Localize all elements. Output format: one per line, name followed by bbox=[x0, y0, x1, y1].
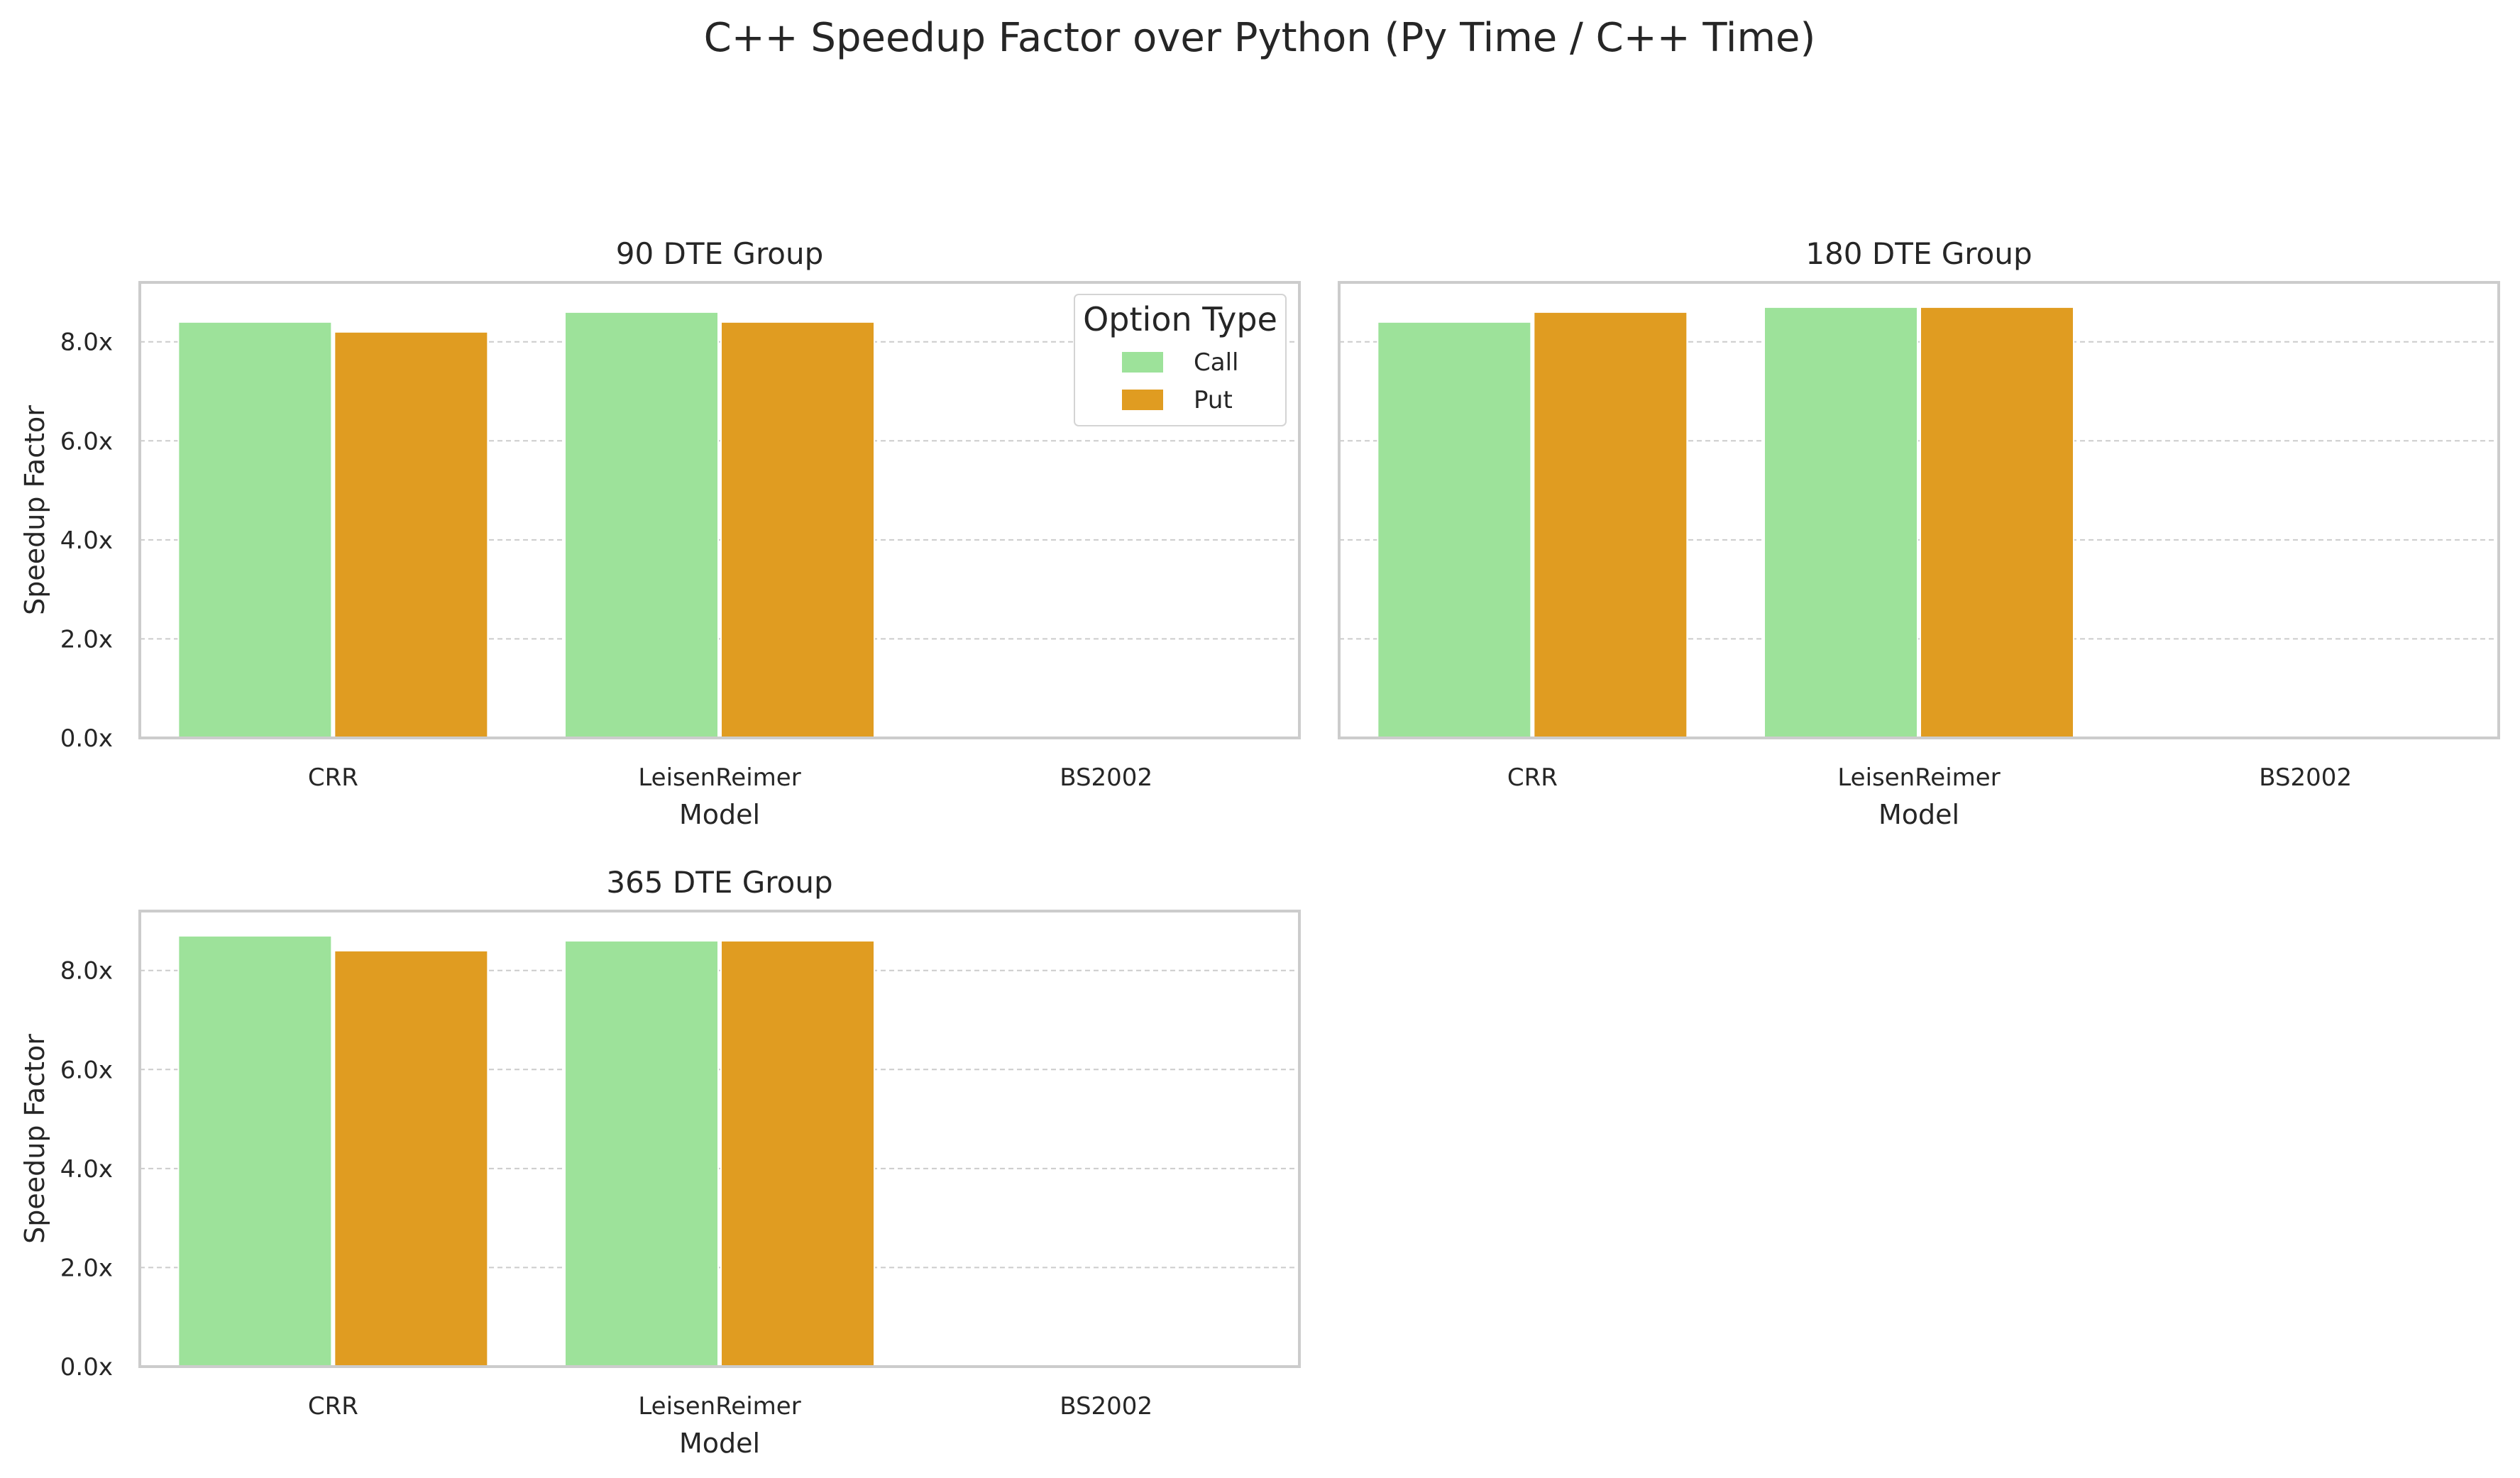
bar-call-crr bbox=[177, 321, 333, 739]
bar-call-crr bbox=[177, 934, 333, 1368]
bar-call-crr bbox=[1377, 321, 1532, 739]
y-axis-label: Speedup Factor bbox=[19, 1034, 50, 1244]
y-tick-label: 2.0x bbox=[60, 625, 113, 653]
y-tick-label: 0.0x bbox=[60, 1353, 113, 1382]
bar-call-leisenreimer bbox=[1764, 306, 1918, 739]
chart-title: C++ Speedup Factor over Python (Py Time … bbox=[704, 15, 1816, 61]
bar-call-leisenreimer bbox=[564, 311, 719, 739]
axes-frame bbox=[138, 910, 1301, 1368]
y-tick-label: 8.0x bbox=[60, 957, 113, 986]
bar-call-leisenreimer bbox=[564, 939, 719, 1367]
bar-put-crr bbox=[1533, 311, 1688, 739]
x-tick-label: LeisenReimer bbox=[638, 1392, 800, 1421]
bar-put-leisenreimer bbox=[1920, 306, 2074, 739]
y-tick-label: 2.0x bbox=[60, 1254, 113, 1282]
legend-title: Option Type bbox=[1083, 300, 1277, 338]
x-axis-label: Model bbox=[679, 1428, 760, 1459]
y-tick-label: 0.0x bbox=[60, 724, 113, 753]
x-tick-label: CRR bbox=[308, 763, 358, 792]
panel-1: 90 DTE Group 0.0x 2.0x 4.0x 6.0x 8.0x Speedup … bbox=[19, 236, 1301, 830]
panel-title: 180 DTE Group bbox=[1805, 236, 2032, 271]
legend-swatch-put bbox=[1122, 390, 1163, 410]
x-axis-label: Model bbox=[679, 799, 760, 830]
x-tick-label: CRR bbox=[1507, 763, 1558, 792]
x-tick-label: LeisenReimer bbox=[1837, 763, 2000, 792]
x-tick-label: LeisenReimer bbox=[638, 763, 800, 792]
legend-label-call: Call bbox=[1194, 348, 1238, 377]
y-tick-label: 4.0x bbox=[60, 526, 113, 555]
panel-2: 180 DTE Group CRR LeisenReimer BS2002 Model bbox=[1338, 236, 2500, 830]
panel-3: 365 DTE Group 0.0x 2.0x 4.0x 6.0x 8.0x Speedup… bbox=[19, 865, 1301, 1459]
x-axis-label: Model bbox=[1878, 799, 1959, 830]
x-tick-label: BS2002 bbox=[2259, 763, 2352, 792]
axes-frame bbox=[1338, 281, 2500, 739]
y-tick-label: 6.0x bbox=[60, 427, 113, 456]
bar-put-crr bbox=[334, 331, 489, 739]
bar-put-crr bbox=[334, 949, 489, 1367]
x-tick-label: BS2002 bbox=[1060, 1392, 1152, 1421]
y-axis-label: Speedup Factor bbox=[19, 405, 50, 615]
bar-put-leisenreimer bbox=[720, 939, 875, 1367]
legend-swatch-call bbox=[1122, 352, 1163, 373]
legend: Option Type Call Put bbox=[1074, 294, 1287, 426]
x-tick-label: BS2002 bbox=[1060, 763, 1152, 792]
legend-label-put: Put bbox=[1194, 386, 1233, 414]
y-tick-label: 4.0x bbox=[60, 1155, 113, 1184]
y-tick-label: 6.0x bbox=[60, 1056, 113, 1084]
panel-title: 90 DTE Group bbox=[616, 236, 824, 271]
bar-put-leisenreimer bbox=[720, 321, 875, 739]
panel-title: 365 DTE Group bbox=[606, 865, 832, 900]
chart-panels: 90 DTE Group 0.0x 2.0x 4.0x 6.0x 8.0x Speedup … bbox=[19, 236, 2500, 1459]
x-tick-label: CRR bbox=[308, 1392, 358, 1421]
axes-frame bbox=[138, 281, 1301, 739]
y-tick-label: 8.0x bbox=[60, 329, 113, 357]
